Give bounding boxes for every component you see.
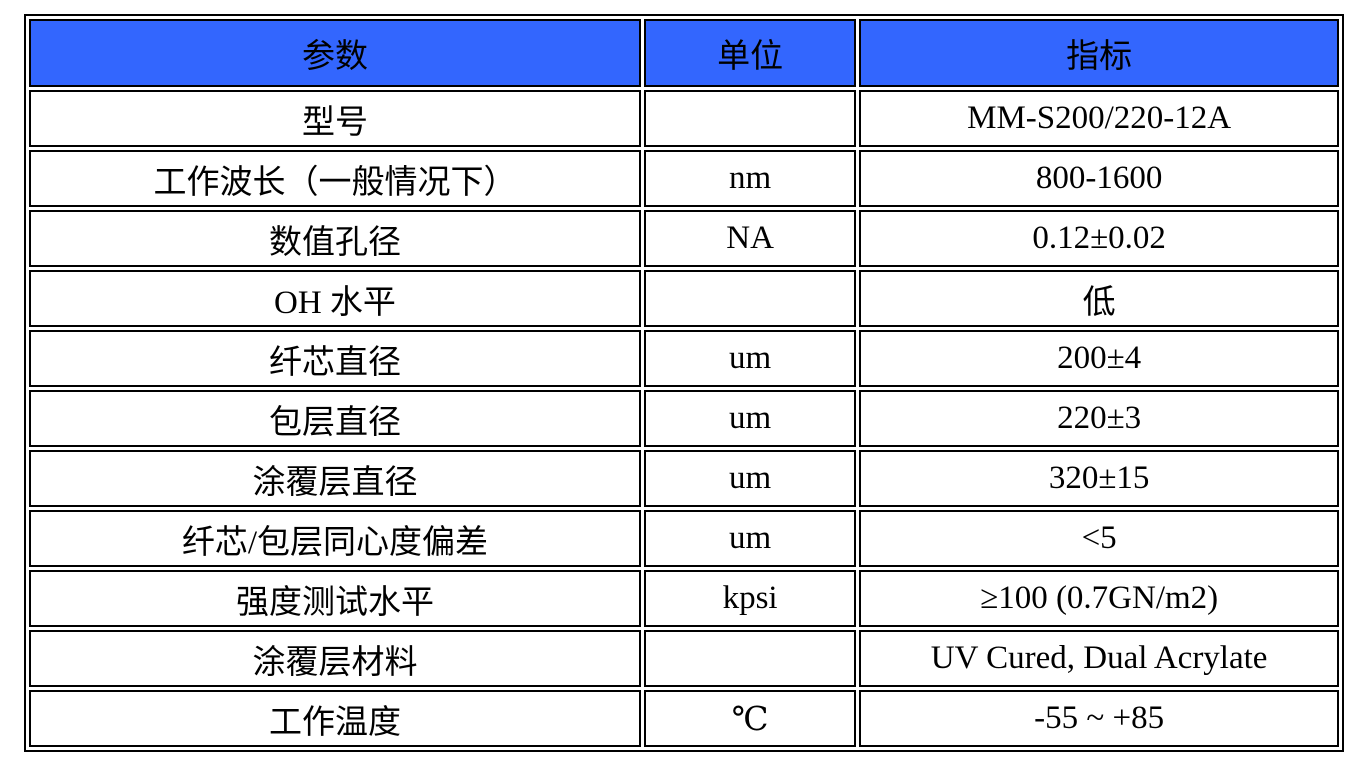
cell-param: 型号 — [29, 90, 641, 147]
table-row: OH 水平 低 — [29, 270, 1339, 327]
cell-value: MM-S200/220-12A — [859, 90, 1339, 147]
cell-unit: um — [643, 330, 857, 387]
table-row: 工作温度 ℃ -55 ~ +85 — [29, 690, 1339, 747]
table-row: 工作波长（一般情况下） nm 800-1600 — [29, 150, 1339, 207]
cell-param: 涂覆层材料 — [29, 630, 641, 687]
cell-unit: um — [643, 390, 857, 447]
cell-param: 工作波长（一般情况下） — [29, 150, 641, 207]
cell-param: 数值孔径 — [29, 210, 641, 267]
table-row: 强度测试水平 kpsi ≥100 (0.7GN/m2) — [29, 570, 1339, 627]
cell-unit — [643, 630, 857, 687]
cell-value: 200±4 — [859, 330, 1339, 387]
cell-value: 低 — [859, 270, 1339, 327]
cell-unit: kpsi — [643, 570, 857, 627]
cell-value: -55 ~ +85 — [859, 690, 1339, 747]
spec-table: 参数 单位 指标 型号 MM-S200/220-12A 工作波长（一般情况下） nm 8… — [24, 14, 1344, 752]
cell-value: 0.12±0.02 — [859, 210, 1339, 267]
cell-unit — [643, 90, 857, 147]
cell-unit: nm — [643, 150, 857, 207]
cell-param: 纤芯/包层同心度偏差 — [29, 510, 641, 567]
cell-value: 320±15 — [859, 450, 1339, 507]
cell-param: 强度测试水平 — [29, 570, 641, 627]
cell-value: ≥100 (0.7GN/m2) — [859, 570, 1339, 627]
table-row: 纤芯/包层同心度偏差 um <5 — [29, 510, 1339, 567]
table-row: 包层直径 um 220±3 — [29, 390, 1339, 447]
cell-value: 220±3 — [859, 390, 1339, 447]
cell-unit: NA — [643, 210, 857, 267]
table-row: 数值孔径 NA 0.12±0.02 — [29, 210, 1339, 267]
table-row: 型号 MM-S200/220-12A — [29, 90, 1339, 147]
cell-value: <5 — [859, 510, 1339, 567]
header-cell-value: 指标 — [859, 19, 1339, 87]
table-row: 涂覆层材料 UV Cured, Dual Acrylate — [29, 630, 1339, 687]
cell-unit: um — [643, 510, 857, 567]
header-cell-unit: 单位 — [643, 19, 857, 87]
cell-value: UV Cured, Dual Acrylate — [859, 630, 1339, 687]
table-row: 纤芯直径 um 200±4 — [29, 330, 1339, 387]
cell-param: 涂覆层直径 — [29, 450, 641, 507]
cell-param: 纤芯直径 — [29, 330, 641, 387]
cell-unit — [643, 270, 857, 327]
cell-param: 包层直径 — [29, 390, 641, 447]
cell-unit: um — [643, 450, 857, 507]
table-row: 涂覆层直径 um 320±15 — [29, 450, 1339, 507]
cell-param: 工作温度 — [29, 690, 641, 747]
cell-value: 800-1600 — [859, 150, 1339, 207]
cell-unit: ℃ — [643, 690, 857, 747]
cell-param: OH 水平 — [29, 270, 641, 327]
table-body: 型号 MM-S200/220-12A 工作波长（一般情况下） nm 800-1600 数值… — [29, 90, 1339, 747]
header-cell-param: 参数 — [29, 19, 641, 87]
header-row: 参数 单位 指标 — [29, 19, 1339, 87]
